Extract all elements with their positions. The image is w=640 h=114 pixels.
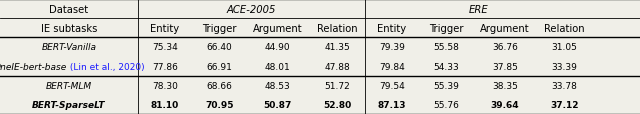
Text: BERT-Vanilla: BERT-Vanilla	[42, 43, 96, 52]
Text: Argument: Argument	[480, 24, 530, 33]
Text: 87.13: 87.13	[378, 100, 406, 109]
Text: BERT-MLM: BERT-MLM	[45, 81, 92, 90]
Text: 51.72: 51.72	[324, 81, 350, 90]
Text: 66.91: 66.91	[206, 62, 232, 71]
Text: 55.76: 55.76	[433, 100, 460, 109]
Text: 55.58: 55.58	[433, 43, 460, 52]
Text: Trigger: Trigger	[202, 24, 236, 33]
Text: ACE-2005: ACE-2005	[227, 5, 276, 14]
Text: 37.85: 37.85	[492, 62, 518, 71]
Text: Relation: Relation	[544, 24, 584, 33]
Text: 39.64: 39.64	[491, 100, 519, 109]
Text: 54.33: 54.33	[433, 62, 460, 71]
Text: 50.87: 50.87	[264, 100, 292, 109]
Text: ERE: ERE	[468, 5, 488, 14]
Text: Dataset: Dataset	[49, 5, 88, 14]
Text: IE subtasks: IE subtasks	[40, 24, 97, 33]
Text: Relation: Relation	[317, 24, 357, 33]
Text: 75.34: 75.34	[152, 43, 178, 52]
Text: Argument: Argument	[253, 24, 303, 33]
Text: 38.35: 38.35	[492, 81, 518, 90]
Text: 68.66: 68.66	[206, 81, 232, 90]
Text: 33.78: 33.78	[551, 81, 577, 90]
Text: 77.86: 77.86	[152, 62, 178, 71]
Text: 33.39: 33.39	[551, 62, 577, 71]
Text: (Lin et al., 2020): (Lin et al., 2020)	[67, 62, 145, 71]
Text: 81.10: 81.10	[150, 100, 179, 109]
Text: Trigger: Trigger	[429, 24, 463, 33]
Text: 66.40: 66.40	[206, 43, 232, 52]
Text: 70.95: 70.95	[205, 100, 234, 109]
Text: 37.12: 37.12	[550, 100, 579, 109]
Text: 31.05: 31.05	[551, 43, 577, 52]
Text: 52.80: 52.80	[323, 100, 351, 109]
Text: 47.88: 47.88	[324, 62, 350, 71]
Text: 48.01: 48.01	[265, 62, 291, 71]
Text: 36.76: 36.76	[492, 43, 518, 52]
Text: Entity: Entity	[378, 24, 406, 33]
Text: 41.35: 41.35	[324, 43, 350, 52]
Text: 79.39: 79.39	[379, 43, 405, 52]
Text: 55.39: 55.39	[433, 81, 460, 90]
Text: 79.84: 79.84	[379, 62, 405, 71]
Text: Entity: Entity	[150, 24, 179, 33]
Text: 48.53: 48.53	[265, 81, 291, 90]
Text: 79.54: 79.54	[379, 81, 405, 90]
Text: 44.90: 44.90	[265, 43, 291, 52]
Text: BERT-SparseLT: BERT-SparseLT	[32, 100, 106, 109]
Text: OneIE-bert-base: OneIE-bert-base	[0, 62, 67, 71]
Text: 78.30: 78.30	[152, 81, 178, 90]
